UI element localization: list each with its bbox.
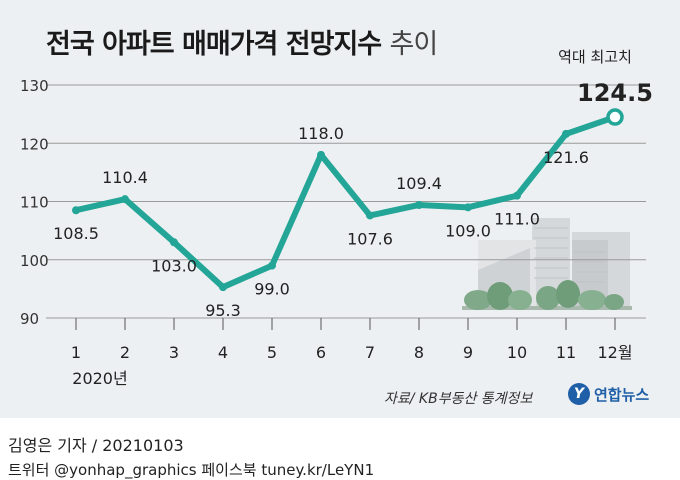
data-points	[72, 108, 624, 292]
data-point	[121, 195, 129, 204]
data-label: 99.0	[254, 280, 290, 299]
x-tick-labels: 1 2 3 4 5 6 7 8 9 10 11 12월	[71, 318, 633, 362]
yonhap-logo-icon: Y	[568, 383, 590, 405]
data-point	[317, 150, 325, 159]
y-tick-label: 110	[20, 194, 49, 212]
data-label: 107.6	[347, 229, 393, 248]
social-links: 트위터 @yonhap_graphics 페이스북 tuney.kr/LeYN1	[8, 461, 375, 479]
x-tick-label: 5	[267, 343, 277, 362]
x-tick-label: 8	[414, 343, 424, 362]
data-point	[366, 211, 374, 220]
yonhap-logo-text: 연합뉴스	[594, 385, 650, 404]
x-tick-label: 12월	[597, 343, 632, 362]
data-label: 109.4	[396, 174, 442, 193]
y-tick-labels: 90 100 110 120 130	[20, 77, 49, 328]
x-tick-label: 1	[71, 343, 81, 362]
y-gridlines	[46, 84, 646, 319]
data-label: 109.0	[445, 221, 491, 240]
data-label: 103.0	[151, 256, 197, 275]
chart-title-suffix: 추이	[389, 29, 439, 60]
data-point	[513, 191, 521, 200]
data-label: 118.0	[298, 124, 344, 143]
data-label: 110.4	[102, 168, 148, 187]
y-tick-label: 120	[20, 135, 49, 153]
data-point	[219, 283, 227, 292]
record-high-label: 역대 최고치	[558, 48, 632, 66]
data-label: 95.3	[205, 301, 241, 320]
x-tick-label: 2	[120, 343, 130, 362]
x-year-label: 2020년	[72, 369, 127, 388]
y-tick-label: 90	[20, 310, 39, 328]
y-tick-label: 130	[20, 77, 49, 95]
x-tick-label: 4	[218, 343, 228, 362]
data-point	[562, 129, 570, 138]
x-tick-label: 11	[556, 343, 576, 362]
chart-card	[0, 0, 680, 418]
x-tick-label: 10	[507, 343, 527, 362]
chart-title: 전국 아파트 매매가격 전망지수 추이	[46, 22, 439, 61]
yonhap-logo: Y 연합뉴스	[568, 383, 649, 405]
data-point	[72, 206, 80, 215]
byline: 김영은 기자 / 20210103	[8, 436, 184, 455]
data-point	[464, 203, 472, 212]
series-line	[73, 114, 618, 291]
chart-title-text: 전국 아파트 매매가격 전망지수	[46, 29, 382, 60]
data-label: 108.5	[53, 224, 99, 243]
data-label: 111.0	[494, 210, 540, 229]
line-chart: 90 100 110 120 130 1 2 3 4 5 6 7 8 9 10 11 12월 108.5 110…	[20, 48, 653, 388]
record-high-point	[606, 108, 624, 126]
data-point	[170, 238, 178, 247]
data-point	[415, 200, 423, 209]
x-tick-label: 3	[169, 343, 179, 362]
data-label: 121.6	[543, 148, 589, 167]
record-high-value: 124.5	[577, 79, 653, 107]
source-note: 자료/ KB부동산 통계정보	[384, 391, 533, 407]
apartment-illustration	[462, 218, 632, 310]
x-tick-label: 6	[316, 343, 326, 362]
data-labels: 108.5 110.4 103.0 95.3 99.0 118.0 107.6 109.4 10…	[53, 79, 653, 320]
data-point	[268, 261, 276, 270]
x-tick-label: 7	[365, 343, 375, 362]
x-tick-label: 9	[463, 343, 473, 362]
y-tick-label: 100	[20, 252, 49, 270]
